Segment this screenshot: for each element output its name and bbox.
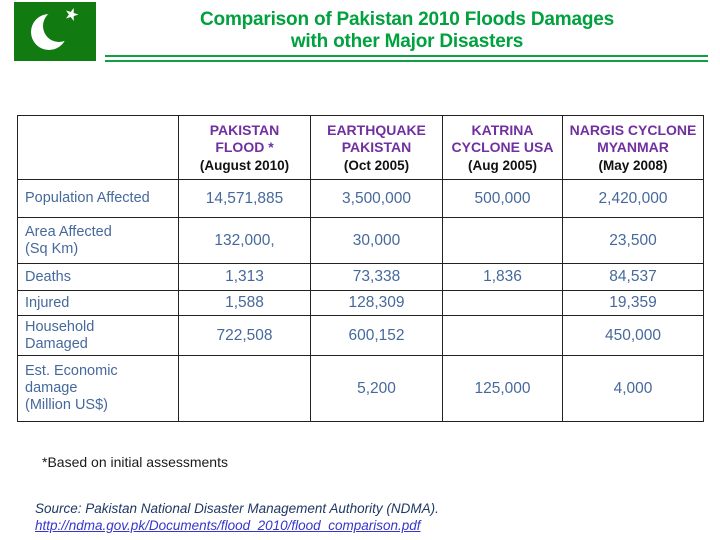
cell-value: 1,313 [178, 263, 311, 291]
table-row-injured: Injured 1,588 128,309 19,359 [17, 290, 704, 316]
column-header-pakistan-flood: PAKISTAN FLOOD * (August 2010) [178, 115, 311, 180]
source-text: Source: Pakistan National Disaster Manag… [35, 501, 439, 516]
cell-value: 5,200 [310, 355, 443, 422]
source-block: Source: Pakistan National Disaster Manag… [35, 500, 439, 534]
cell-value: 128,309 [310, 290, 443, 316]
cell-value [442, 290, 563, 316]
crescent-cut [43, 10, 75, 42]
cell-value: 125,000 [442, 355, 563, 422]
table-row-deaths: Deaths 1,313 73,338 1,836 84,537 [17, 263, 704, 291]
table-row-population-affected: Population Affected 14,571,885 3,500,000… [17, 179, 704, 218]
title-line-1: Comparison of Pakistan 2010 Floods Damag… [200, 9, 614, 30]
table-header-row: PAKISTAN FLOOD * (August 2010) EARTHQUAK… [17, 115, 704, 180]
row-label: Household Damaged [17, 315, 179, 356]
cell-value [178, 355, 311, 422]
cell-value: 23,500 [562, 217, 704, 264]
source-link[interactable]: http://ndma.gov.pk/Documents/flood_2010/… [35, 518, 421, 533]
cell-value: 2,420,000 [562, 179, 704, 218]
column-date: (August 2010) [199, 157, 290, 173]
cell-value [442, 315, 563, 356]
row-label: Population Affected [17, 179, 179, 218]
footnote: *Based on initial assessments [42, 454, 228, 470]
table-row-economic-damage: Est. Economic damage (Million US$) 5,200… [17, 355, 704, 422]
cell-value: 1,588 [178, 290, 311, 316]
cell-value [442, 217, 563, 264]
row-label: Est. Economic damage (Million US$) [17, 355, 179, 422]
cell-value: 1,836 [442, 263, 563, 291]
column-title: NARGIS CYCLONE MYANMAR [569, 121, 697, 155]
cell-value: 19,359 [562, 290, 704, 316]
cell-value: 722,508 [178, 315, 311, 356]
column-title: KATRINA CYCLONE USA [451, 121, 554, 155]
table-corner-cell [17, 115, 179, 180]
column-date: (Aug 2005) [467, 157, 538, 173]
cell-value: 132,000, [178, 217, 311, 264]
pakistan-flag-logo: ★ [14, 2, 96, 61]
column-title: PAKISTAN FLOOD * [209, 121, 280, 155]
column-title: EARTHQUAKE PAKISTAN [327, 121, 426, 155]
cell-value: 3,500,000 [310, 179, 443, 218]
column-header-nargis-cyclone-myanmar: NARGIS CYCLONE MYANMAR (May 2008) [562, 115, 704, 180]
column-header-katrina-cyclone-usa: KATRINA CYCLONE USA (Aug 2005) [442, 115, 563, 180]
cell-value: 450,000 [562, 315, 704, 356]
row-label: Area Affected (Sq Km) [17, 217, 179, 264]
cell-value: 84,537 [562, 263, 704, 291]
slide-title: Comparison of Pakistan 2010 Floods Damag… [100, 9, 714, 52]
table-row-area-affected: Area Affected (Sq Km) 132,000, 30,000 23… [17, 217, 704, 264]
column-date: (May 2008) [598, 157, 668, 173]
row-label: Injured [17, 290, 179, 316]
cell-value: 14,571,885 [178, 179, 311, 218]
cell-value: 4,000 [562, 355, 704, 422]
cell-value: 600,152 [310, 315, 443, 356]
table-row-household-damaged: Household Damaged 722,508 600,152 450,00… [17, 315, 704, 356]
column-header-earthquake-pakistan: EARTHQUAKE PAKISTAN (Oct 2005) [310, 115, 443, 180]
crescent-icon [14, 2, 96, 61]
title-underline [105, 55, 708, 62]
row-label: Deaths [17, 263, 179, 291]
cell-value: 30,000 [310, 217, 443, 264]
cell-value: 500,000 [442, 179, 563, 218]
column-date: (Oct 2005) [343, 157, 410, 173]
title-line-2: with other Major Disasters [290, 30, 524, 52]
comparison-table: PAKISTAN FLOOD * (August 2010) EARTHQUAK… [17, 115, 704, 422]
cell-value: 73,338 [310, 263, 443, 291]
